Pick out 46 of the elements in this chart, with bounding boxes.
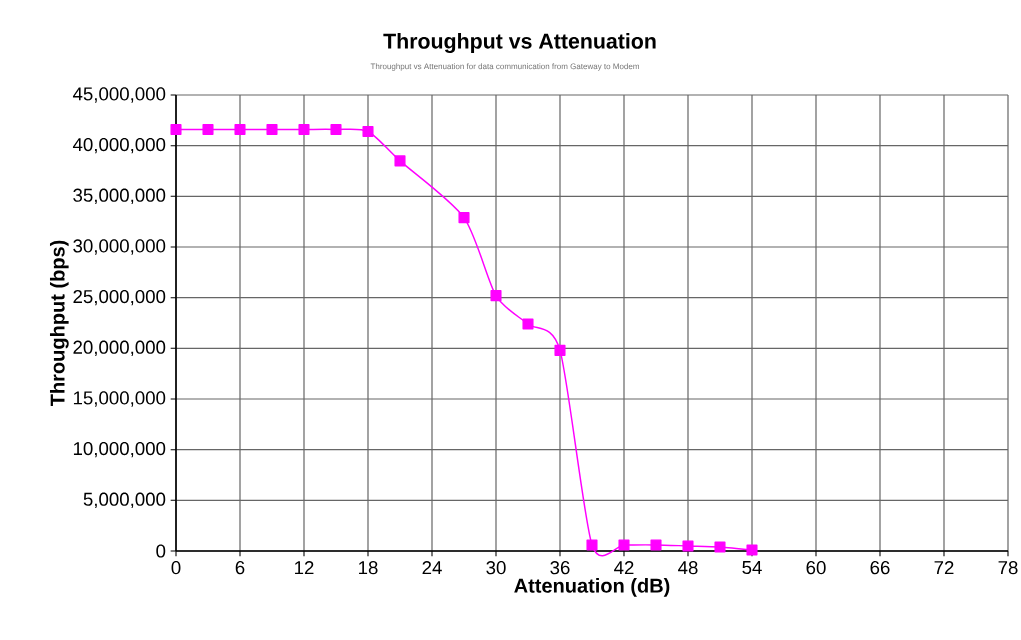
x-tick-label: 18 — [359, 561, 378, 575]
point — [714, 541, 726, 553]
y-tick-label: 5,000,000 — [83, 492, 166, 509]
point — [618, 539, 630, 551]
point — [234, 123, 246, 135]
point — [746, 544, 758, 556]
point — [330, 123, 342, 135]
point — [586, 539, 598, 551]
point — [170, 123, 182, 135]
x-tick-label: 12 — [295, 561, 314, 575]
x-axis-title: Attenuation (dB) — [514, 578, 670, 597]
y-tick-label: 0 — [156, 544, 166, 558]
x-tick-label: 72 — [934, 561, 954, 575]
x-tick-label: 0 — [171, 561, 181, 575]
point — [202, 123, 214, 135]
y-tick-label: 20,000,000 — [73, 340, 166, 357]
chart-subtitle: Throughput vs Attenuation for data communication from Gateway to Modem — [370, 63, 639, 71]
y-tick-label: 45,000,000 — [72, 87, 166, 103]
point — [298, 123, 310, 135]
x-tick-label: 30 — [486, 561, 506, 575]
x-tick-label: 60 — [806, 561, 826, 575]
y-tick-label: 40,000,000 — [72, 137, 166, 154]
y-tick-label: 10,000,000 — [73, 441, 166, 458]
x-tick-label: 66 — [870, 561, 890, 575]
point — [266, 123, 278, 135]
x-tick-label: 6 — [235, 561, 245, 575]
x-tick-label: 36 — [550, 561, 570, 575]
point — [362, 125, 374, 138]
x-tick-label: 24 — [422, 561, 442, 575]
y-axis-title: Throughput (bps) — [49, 240, 69, 407]
x-tick-label: 78 — [998, 561, 1018, 575]
point — [490, 290, 502, 302]
y-tick-label: 15,000,000 — [73, 391, 166, 407]
point — [682, 540, 694, 552]
x-tick-label: 54 — [742, 561, 762, 575]
point — [650, 539, 662, 551]
y-tick-label: 30,000,000 — [73, 239, 166, 255]
point — [458, 212, 470, 224]
point — [394, 155, 406, 167]
chart-title: Throughput vs Attenuation — [383, 33, 656, 53]
point — [554, 344, 566, 356]
x-tick-label: 48 — [678, 561, 698, 575]
x-tick-label: 42 — [614, 561, 634, 575]
point — [522, 318, 534, 330]
y-tick-label: 35,000,000 — [73, 188, 166, 205]
y-tick-label: 25,000,000 — [73, 289, 166, 306]
